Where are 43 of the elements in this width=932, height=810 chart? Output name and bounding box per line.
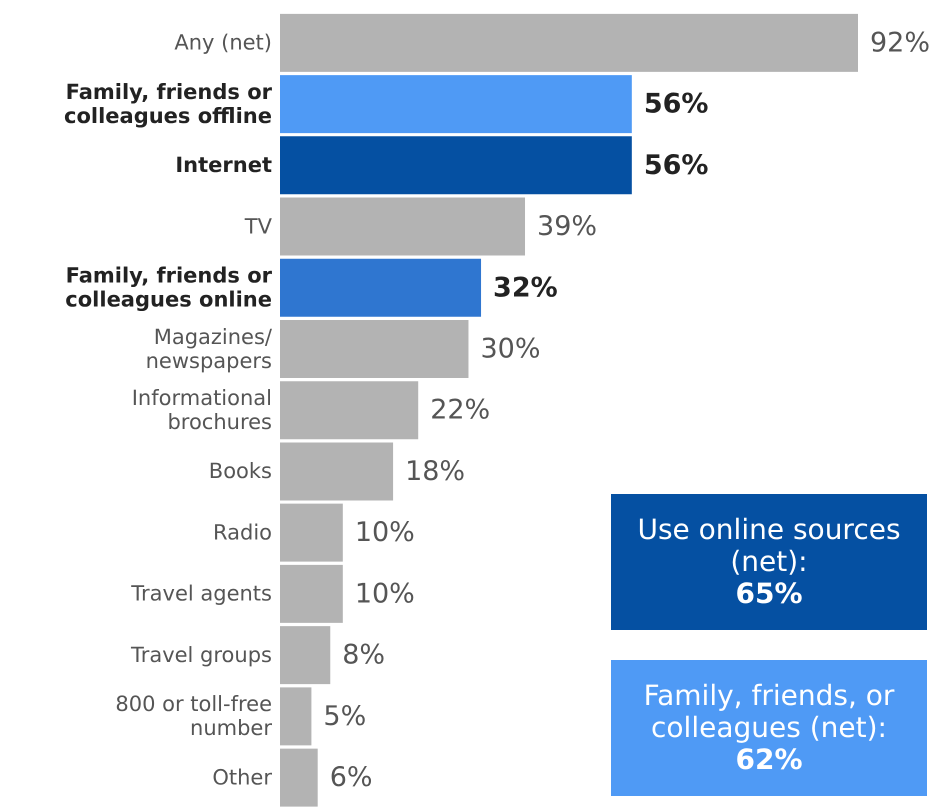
data-label: 56% (644, 150, 708, 181)
text-box: Family, friends, or colleagues (net): 62% (611, 660, 927, 796)
y-tick-label: Travel agents (130, 582, 272, 606)
data-label: 10% (354, 517, 415, 548)
data-label: 8% (342, 640, 386, 671)
y-tick-label: Any (net) (174, 30, 272, 55)
data-label: 22% (430, 394, 490, 426)
bar (280, 198, 526, 256)
data-label: 32% (493, 272, 558, 304)
data-label: 39% (537, 211, 598, 242)
annotation: Family, friends, or colleagues (net): 62% (642, 679, 896, 776)
annotation: Use online sources (net): 65% (636, 513, 902, 610)
bar (280, 504, 343, 562)
y-tick-label: Radio (212, 520, 272, 544)
bar (280, 14, 858, 72)
y-tick-label: TV (244, 214, 273, 238)
y-tick-label: Informational brochures (132, 386, 272, 434)
bar (280, 687, 312, 746)
text-box: Use online sources (net): 65% (611, 494, 927, 630)
y-tick-label: Family, friends or colleagues online (65, 264, 273, 312)
bar (280, 75, 632, 134)
y-tick-label: Other (212, 765, 272, 790)
data-label: 56% (644, 88, 708, 120)
data-label: 6% (330, 762, 373, 794)
y-tick-label: Family, friends or colleagues offline (64, 80, 273, 128)
data-label: 92% (870, 27, 930, 58)
bar (280, 258, 482, 317)
bar (280, 748, 318, 807)
data-label: 10% (354, 578, 415, 610)
y-tick-label: Travel groups (130, 642, 272, 667)
bar (280, 626, 330, 684)
y-tick-label: Books (208, 459, 272, 484)
y-tick-label: Magazines/newspapers (146, 324, 273, 373)
bar (280, 320, 468, 378)
data-label: 5% (323, 700, 366, 732)
y-tick-label: Internet (175, 153, 272, 178)
data-label: 18% (405, 456, 466, 487)
y-tick-label: 800 or toll-free number (115, 692, 272, 740)
bar (280, 381, 418, 440)
bar (280, 564, 343, 623)
data-label: 30% (480, 333, 540, 364)
bar (280, 136, 632, 194)
bar (280, 442, 394, 500)
